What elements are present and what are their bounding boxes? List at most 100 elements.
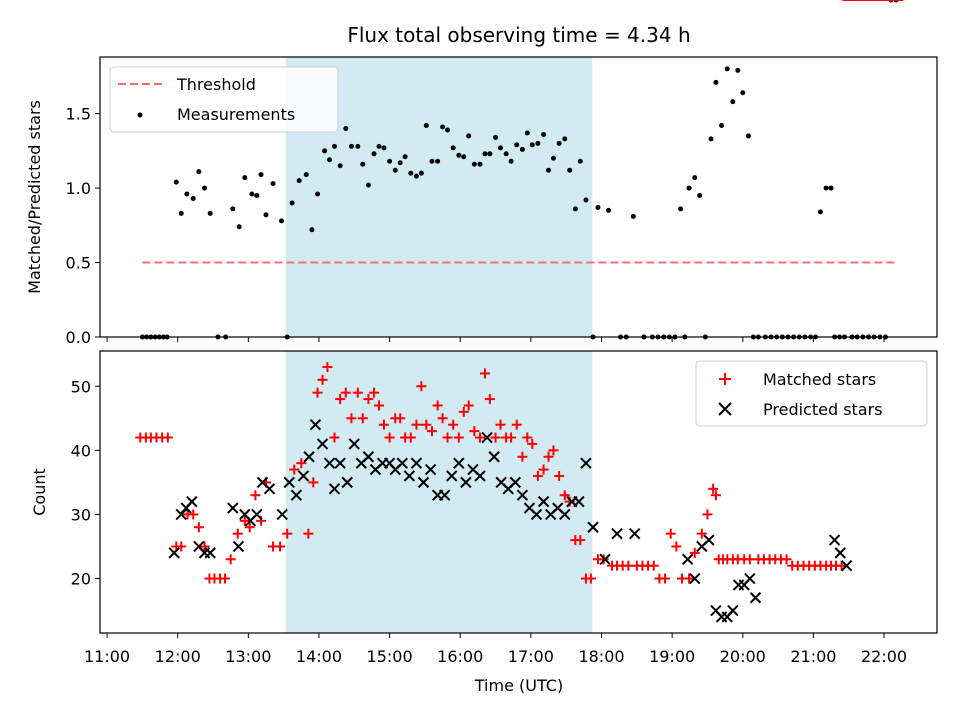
matched-stars-point [744,554,755,565]
measurement-point [508,158,514,164]
matched-stars-point [357,413,368,424]
cross-b [263,483,276,495]
cross-b [828,534,841,546]
predicted-stars-point [599,553,611,566]
measurement-point [230,206,236,212]
matched-stars-point [702,509,713,520]
matched-stars-point [469,426,480,437]
predicted-stars-point [530,508,543,521]
x-tick-label: 14:00 [296,647,342,666]
cross-b [334,457,346,469]
matched-stars-point [836,560,847,571]
measurement-point [279,218,285,224]
cross-b [749,592,762,604]
cross-b [251,508,263,521]
x-tick-label: 17:00 [508,647,554,666]
measurement-point [745,133,751,139]
measurement-point [724,66,730,72]
matched-stars-point [176,541,187,552]
matched-stars-point [554,470,565,481]
matched-stars-point [437,413,448,424]
matched-stars-point [538,464,549,475]
matched-stars-point [374,400,384,411]
measurement-point [348,143,354,149]
measurement-point [196,169,202,175]
measurement-point [387,158,393,164]
predicted-stars-point [227,502,239,514]
predicted-stars-point [744,572,756,585]
x-tick-label: 11:00 [84,647,130,666]
measurement-point [487,151,493,157]
measurement-point [303,172,309,178]
matched-stars-point [239,515,250,526]
ratio-y-tick-label: 0.5 [66,254,91,273]
measurement-point [497,145,503,151]
predicted-stars-point [232,540,245,553]
x-axis-label: Time (UTC) [474,676,563,695]
matched-stars-point [308,477,319,488]
matched-stars-point [329,432,340,443]
predicted-stars-point [186,495,198,508]
matched-stars-point [623,560,634,571]
predicted-stars-point [611,527,623,540]
measurement-point [471,161,477,167]
cross-b [537,495,550,508]
cross-b [834,547,846,559]
predicted-stars-point [689,572,701,585]
measurement-point [550,155,556,161]
measurement-point [397,160,403,166]
predicted-stars-point [309,418,322,431]
predicted-stars-point [303,451,315,463]
predicted-stars-point [438,489,451,501]
measurement-point [360,161,366,167]
x-tick-label: 18:00 [578,647,624,666]
measurement-point [435,158,441,164]
measurement-point [190,195,196,201]
cross-b [453,457,465,469]
cross-b [297,470,310,482]
x-tick-label: 12:00 [155,647,201,666]
ratio-y-axis-label: Matched/Predicted stars [25,100,44,294]
measurement-point [730,99,736,105]
measurement-point [322,148,328,154]
measurement-point [413,173,419,179]
cross-b [417,476,430,489]
measurement-point [735,67,741,73]
measurement-point [546,167,552,173]
cross-b [551,502,564,514]
predicted-stars-point [580,457,592,469]
count-legend: Matched stars Predicted stars [695,360,928,427]
cross-b [168,547,180,559]
measurement-point [461,154,467,160]
matched-stars-point [317,374,328,385]
cross-b [509,476,522,489]
matched-stars-point [648,560,659,571]
cross-b [559,508,571,521]
matched-stars-point [511,419,522,430]
cross-b [383,457,396,469]
predicted-stars-point [417,476,430,489]
measurement-point [184,191,190,197]
measurement-point [249,191,255,197]
cross-b [323,457,336,469]
cross-b [727,604,739,617]
matched-stars-point [490,432,501,443]
predicted-stars-point [410,457,423,469]
matched-stars-point [346,413,357,424]
measurement-point [392,167,398,173]
cross-b [573,495,585,508]
matched-stars-point [405,432,416,443]
measurement-point [332,143,338,149]
predicted-stars-point [749,592,762,604]
cross-b [362,451,375,463]
measurement-point [583,197,589,203]
measurement-point [529,142,535,148]
cross-b [186,495,198,508]
measurement-point [440,124,446,130]
measurement-point [630,213,636,219]
matched-stars-point [289,464,300,475]
predicted-stars-point [587,521,599,533]
measurement-point [178,210,184,216]
predicted-stars-point [276,508,288,521]
measurement-point [355,143,361,149]
